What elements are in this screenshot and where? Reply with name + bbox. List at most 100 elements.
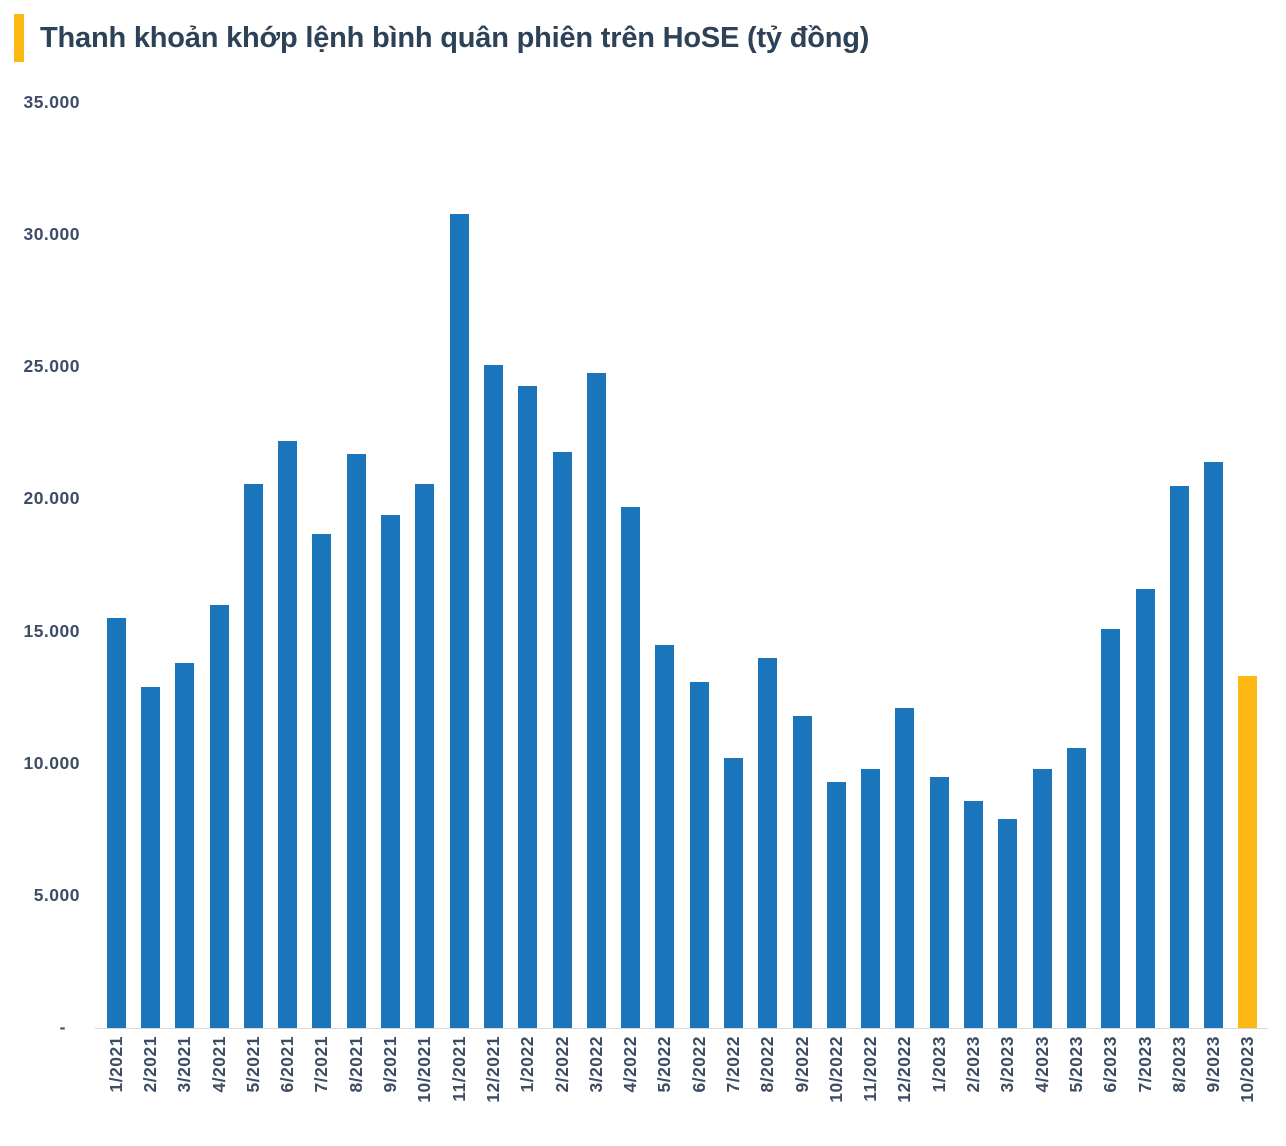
bar-slot-7/2021 bbox=[305, 103, 339, 1028]
x-label-slot-9/2022: 9/2022 bbox=[785, 1036, 819, 1093]
x-label-slot-6/2022: 6/2022 bbox=[682, 1036, 716, 1093]
x-label-slot-12/2022: 12/2022 bbox=[888, 1036, 922, 1103]
bar-6/2022 bbox=[689, 682, 709, 1028]
x-axis: 1/2021 2/2021 3/2021 4/2021 5/2021 6/2021 7/20… bbox=[99, 1036, 1265, 1103]
x-label-slot-1/2021: 1/2021 bbox=[99, 1036, 133, 1093]
bar-7/2021 bbox=[312, 534, 332, 1028]
bar-slot-6/2022 bbox=[682, 103, 716, 1028]
x-label-slot-5/2021: 5/2021 bbox=[236, 1036, 270, 1093]
x-label-1/2021: 1/2021 bbox=[105, 1036, 126, 1093]
x-label-slot-9/2021: 9/2021 bbox=[373, 1036, 407, 1093]
bar-slot-10/2023 bbox=[1231, 103, 1265, 1028]
x-label-slot-6/2021: 6/2021 bbox=[270, 1036, 304, 1093]
bar-2/2021 bbox=[140, 687, 160, 1028]
x-label-slot-7/2023: 7/2023 bbox=[1128, 1036, 1162, 1093]
x-label-8/2023: 8/2023 bbox=[1168, 1036, 1189, 1093]
bar-8/2022 bbox=[758, 658, 778, 1028]
bar-slot-7/2023 bbox=[1128, 103, 1162, 1028]
x-label-slot-3/2022: 3/2022 bbox=[579, 1036, 613, 1093]
x-label-slot-10/2021: 10/2021 bbox=[408, 1036, 442, 1103]
bar-1/2022 bbox=[518, 386, 538, 1028]
bar-slot-9/2021 bbox=[373, 103, 407, 1028]
x-label-11/2021: 11/2021 bbox=[448, 1036, 469, 1102]
bar-5/2023 bbox=[1066, 748, 1086, 1028]
x-label-slot-2/2023: 2/2023 bbox=[956, 1036, 990, 1093]
x-label-10/2023: 10/2023 bbox=[1237, 1036, 1258, 1103]
bar-slot-4/2021 bbox=[202, 103, 236, 1028]
x-label-3/2022: 3/2022 bbox=[585, 1036, 606, 1093]
x-label-4/2022: 4/2022 bbox=[620, 1036, 641, 1093]
x-label-7/2021: 7/2021 bbox=[311, 1036, 332, 1093]
x-label-slot-10/2022: 10/2022 bbox=[819, 1036, 853, 1103]
bar-5/2022 bbox=[655, 645, 675, 1028]
x-label-6/2021: 6/2021 bbox=[277, 1036, 298, 1093]
x-label-slot-3/2023: 3/2023 bbox=[991, 1036, 1025, 1093]
bar-1/2023 bbox=[929, 777, 949, 1028]
x-label-slot-1/2023: 1/2023 bbox=[922, 1036, 956, 1093]
bar-11/2021 bbox=[449, 214, 469, 1028]
bar-9/2023 bbox=[1204, 462, 1224, 1028]
y-tick-25000: 25.000 bbox=[23, 356, 80, 377]
x-label-slot-11/2022: 11/2022 bbox=[854, 1036, 888, 1102]
x-label-slot-12/2021: 12/2021 bbox=[476, 1036, 510, 1103]
x-label-slot-6/2023: 6/2023 bbox=[1094, 1036, 1128, 1093]
bar-4/2021 bbox=[209, 605, 229, 1028]
x-label-3/2023: 3/2023 bbox=[997, 1036, 1018, 1093]
bar-6/2021 bbox=[278, 441, 298, 1028]
x-label-slot-10/2023: 10/2023 bbox=[1231, 1036, 1265, 1103]
bar-slot-2/2022 bbox=[545, 103, 579, 1028]
x-label-slot-7/2021: 7/2021 bbox=[305, 1036, 339, 1093]
chart-header: Thanh khoản khớp lệnh bình quân phiên tr… bbox=[14, 14, 869, 62]
bar-slot-12/2022 bbox=[888, 103, 922, 1028]
x-label-7/2022: 7/2022 bbox=[722, 1036, 743, 1093]
x-label-slot-4/2023: 4/2023 bbox=[1025, 1036, 1059, 1093]
y-tick-20000: 20.000 bbox=[23, 488, 80, 509]
x-label-8/2022: 8/2022 bbox=[757, 1036, 778, 1093]
bar-7/2023 bbox=[1135, 589, 1155, 1028]
x-label-2/2022: 2/2022 bbox=[551, 1036, 572, 1093]
x-label-9/2023: 9/2023 bbox=[1203, 1036, 1224, 1093]
y-tick-0: - bbox=[59, 1017, 66, 1037]
bar-slot-7/2022 bbox=[716, 103, 750, 1028]
bar-slot-4/2022 bbox=[613, 103, 647, 1028]
bar-12/2022 bbox=[895, 708, 915, 1028]
bar-slot-11/2022 bbox=[854, 103, 888, 1028]
x-label-11/2022: 11/2022 bbox=[860, 1036, 881, 1102]
x-label-slot-8/2021: 8/2021 bbox=[339, 1036, 373, 1093]
x-label-slot-2/2022: 2/2022 bbox=[545, 1036, 579, 1093]
bar-4/2023 bbox=[1032, 769, 1052, 1028]
x-label-1/2023: 1/2023 bbox=[928, 1036, 949, 1093]
bar-slot-5/2023 bbox=[1059, 103, 1093, 1028]
bar-10/2021 bbox=[415, 484, 435, 1028]
x-label-8/2021: 8/2021 bbox=[345, 1036, 366, 1093]
bar-slot-9/2023 bbox=[1197, 103, 1231, 1028]
bar-slot-3/2022 bbox=[579, 103, 613, 1028]
bar-3/2021 bbox=[175, 663, 195, 1028]
x-label-6/2022: 6/2022 bbox=[688, 1036, 709, 1093]
y-axis: 35.000 30.000 25.000 20.000 15.000 10.000 5.00… bbox=[0, 92, 80, 1037]
bar-slot-2/2023 bbox=[956, 103, 990, 1028]
x-label-4/2023: 4/2023 bbox=[1031, 1036, 1052, 1093]
bar-11/2022 bbox=[861, 769, 881, 1028]
bar-slot-8/2023 bbox=[1162, 103, 1196, 1028]
bar-12/2021 bbox=[483, 365, 503, 1028]
x-label-slot-3/2021: 3/2021 bbox=[168, 1036, 202, 1093]
bar-slot-6/2023 bbox=[1094, 103, 1128, 1028]
title-accent-bar bbox=[14, 14, 24, 62]
plot-area bbox=[99, 103, 1265, 1028]
bar-2/2023 bbox=[964, 801, 984, 1028]
x-label-slot-4/2021: 4/2021 bbox=[202, 1036, 236, 1093]
bar-10/2023 bbox=[1238, 676, 1258, 1028]
x-label-2/2021: 2/2021 bbox=[139, 1036, 160, 1093]
chart-title: Thanh khoản khớp lệnh bình quân phiên tr… bbox=[40, 22, 870, 54]
x-label-slot-1/2022: 1/2022 bbox=[511, 1036, 545, 1093]
x-label-10/2021: 10/2021 bbox=[414, 1036, 435, 1103]
bar-3/2023 bbox=[998, 819, 1018, 1028]
x-label-5/2021: 5/2021 bbox=[242, 1036, 263, 1093]
y-tick-30000: 30.000 bbox=[23, 224, 80, 245]
bar-slot-1/2022 bbox=[511, 103, 545, 1028]
bar-slot-12/2021 bbox=[476, 103, 510, 1028]
bar-slot-8/2022 bbox=[751, 103, 785, 1028]
bar-6/2023 bbox=[1101, 629, 1121, 1028]
bar-slot-5/2021 bbox=[236, 103, 270, 1028]
